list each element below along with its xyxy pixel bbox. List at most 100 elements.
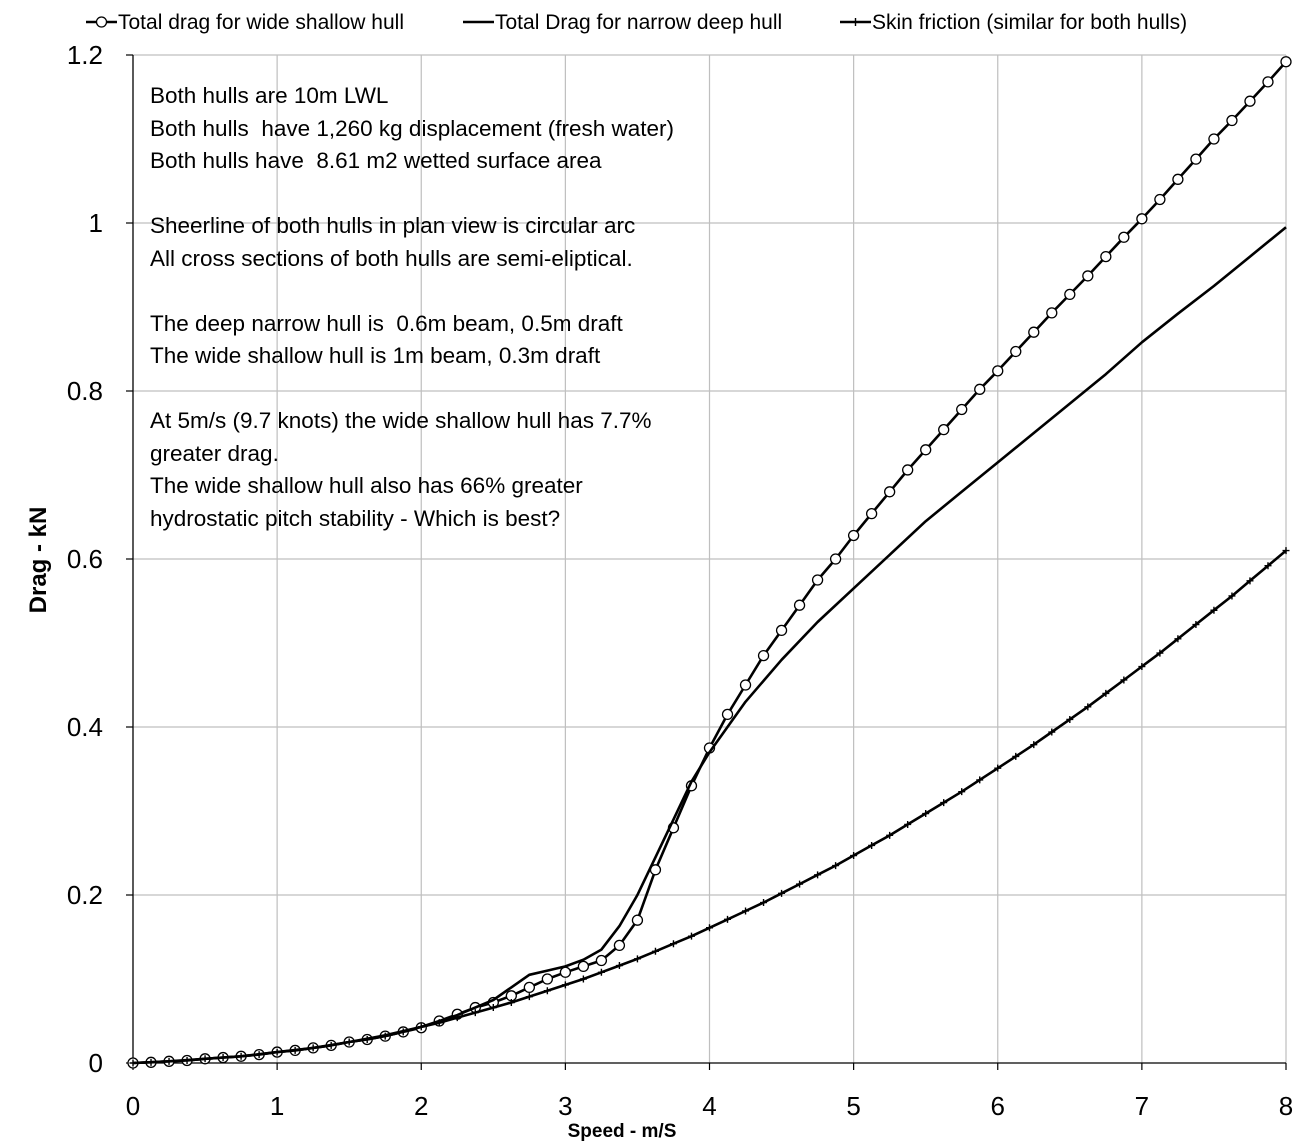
data-point-plus — [994, 764, 1002, 772]
data-point-circle — [631, 914, 644, 926]
data-point-plus — [363, 1035, 371, 1043]
legend: Total drag for wide shallow hull Total Dr… — [86, 11, 1187, 34]
data-point-circle — [1226, 114, 1238, 127]
tick-labels: 0 1 2 3 4 5 6 7 8 0 0.2 0.4 0.6 0.8 1 1.2 — [67, 40, 1293, 1121]
data-point-plus — [417, 1023, 425, 1031]
data-point-plus — [1210, 606, 1218, 614]
data-point-circle — [902, 464, 914, 476]
data-point-plus — [1012, 752, 1020, 760]
data-point-circle — [1046, 307, 1058, 319]
data-point-plus — [778, 889, 786, 897]
data-point-plus — [1282, 547, 1290, 555]
data-point-circle — [829, 553, 842, 565]
data-point-plus — [687, 932, 695, 940]
gridlines — [133, 54, 1287, 1063]
data-point-plus — [165, 1057, 173, 1065]
data-point-circle — [1154, 193, 1166, 206]
data-point-circle — [595, 954, 608, 967]
data-point-plus — [1048, 728, 1056, 736]
x-tick-label: 2 — [414, 1091, 428, 1121]
annotation-line: Sheerline of both hulls in plan view is … — [150, 213, 636, 238]
data-point-circle — [847, 529, 860, 542]
data-point-plus — [309, 1044, 317, 1052]
data-point-plus — [273, 1048, 281, 1056]
data-point-plus — [904, 820, 912, 828]
data-point-plus — [1264, 562, 1272, 570]
legend-marker-plus — [852, 18, 859, 26]
data-point-plus — [129, 1059, 137, 1067]
data-point-circle — [721, 708, 734, 721]
data-point-plus — [1030, 741, 1038, 749]
data-point-plus — [561, 981, 569, 989]
data-point-plus — [453, 1014, 461, 1022]
data-point-circle — [1172, 173, 1184, 185]
data-point-plus — [327, 1041, 335, 1049]
data-point-plus — [633, 955, 641, 963]
data-point-plus — [525, 993, 533, 1001]
series-skin-friction-similar-for-both-hulls — [129, 547, 1290, 1067]
data-point-plus — [597, 968, 605, 976]
data-point-plus — [1246, 577, 1254, 585]
annotation-line: greater drag. — [150, 440, 279, 466]
annotation-line: The deep narrow hull is 0.6m beam, 0.5m … — [150, 310, 623, 336]
data-point-circle — [1082, 270, 1094, 282]
annotation-gap — [150, 275, 770, 308]
data-point-plus — [832, 862, 840, 870]
data-point-plus — [1084, 703, 1092, 711]
data-point-circle — [1136, 213, 1148, 225]
data-point-circle — [920, 444, 932, 456]
data-point-circle — [541, 973, 554, 985]
data-point-circle — [1244, 95, 1256, 107]
data-point-plus — [489, 1004, 497, 1012]
legend-item-total-drag-for-wide-shallow-hull: Total drag for wide shallow hull — [86, 11, 404, 34]
data-point-plus — [976, 776, 984, 784]
data-point-circle — [739, 679, 752, 691]
data-point-circle — [1028, 326, 1040, 338]
data-point-plus — [814, 871, 822, 879]
x-tick-label: 1 — [270, 1091, 284, 1121]
y-tick-label: 0 — [89, 1048, 103, 1078]
data-point-plus — [255, 1051, 263, 1059]
x-tick-label: 7 — [1135, 1091, 1149, 1121]
data-point-circle — [577, 960, 590, 973]
data-point-plus — [507, 999, 515, 1007]
data-point-plus — [1138, 663, 1146, 671]
data-point-plus — [615, 962, 623, 970]
data-point-circle — [865, 507, 878, 520]
data-point-circle — [1280, 56, 1292, 68]
data-point-plus — [669, 940, 677, 948]
data-point-plus — [579, 975, 587, 983]
data-point-circle — [1010, 345, 1022, 358]
annotation-line: All cross sections of both hulls are sem… — [150, 245, 633, 271]
data-point-plus — [471, 1009, 479, 1017]
y-tick-label: 0.6 — [67, 544, 103, 574]
annotation-line: hydrostatic pitch stability - Which is b… — [150, 505, 561, 531]
data-point-plus — [543, 987, 551, 995]
data-point-plus — [381, 1032, 389, 1040]
legend-item-skin-friction-similar-for-both-hulls: Skin friction (similar for both hulls) — [840, 11, 1187, 34]
data-point-circle — [992, 365, 1004, 377]
y-tick-label: 0.4 — [67, 712, 103, 742]
data-point-circle — [884, 486, 896, 498]
data-point-circle — [1118, 231, 1130, 243]
data-point-plus — [651, 947, 659, 955]
data-point-plus — [796, 880, 804, 888]
annotation-line: The wide shallow hull is 1m beam, 0.3m d… — [150, 343, 601, 368]
annotation-text-block: Both hulls are 10m LWL Both hulls have 1,… — [150, 80, 770, 535]
data-point-plus — [706, 924, 713, 932]
data-point-plus — [345, 1038, 353, 1046]
x-tick-label: 8 — [1279, 1091, 1293, 1121]
data-point-plus — [760, 899, 768, 907]
data-point-circle — [1190, 153, 1202, 165]
data-point-plus — [1102, 689, 1110, 697]
data-point-plus — [1120, 676, 1128, 684]
data-point-plus — [147, 1058, 155, 1066]
annotation-line: Both hulls have 8.61 m2 wetted surface a… — [150, 148, 602, 173]
data-point-circle — [811, 574, 824, 586]
data-point-plus — [922, 810, 930, 818]
data-point-circle — [775, 624, 788, 637]
x-tick-label: 6 — [991, 1091, 1005, 1121]
data-point-plus — [940, 799, 948, 807]
x-tick-label: 5 — [846, 1091, 860, 1121]
